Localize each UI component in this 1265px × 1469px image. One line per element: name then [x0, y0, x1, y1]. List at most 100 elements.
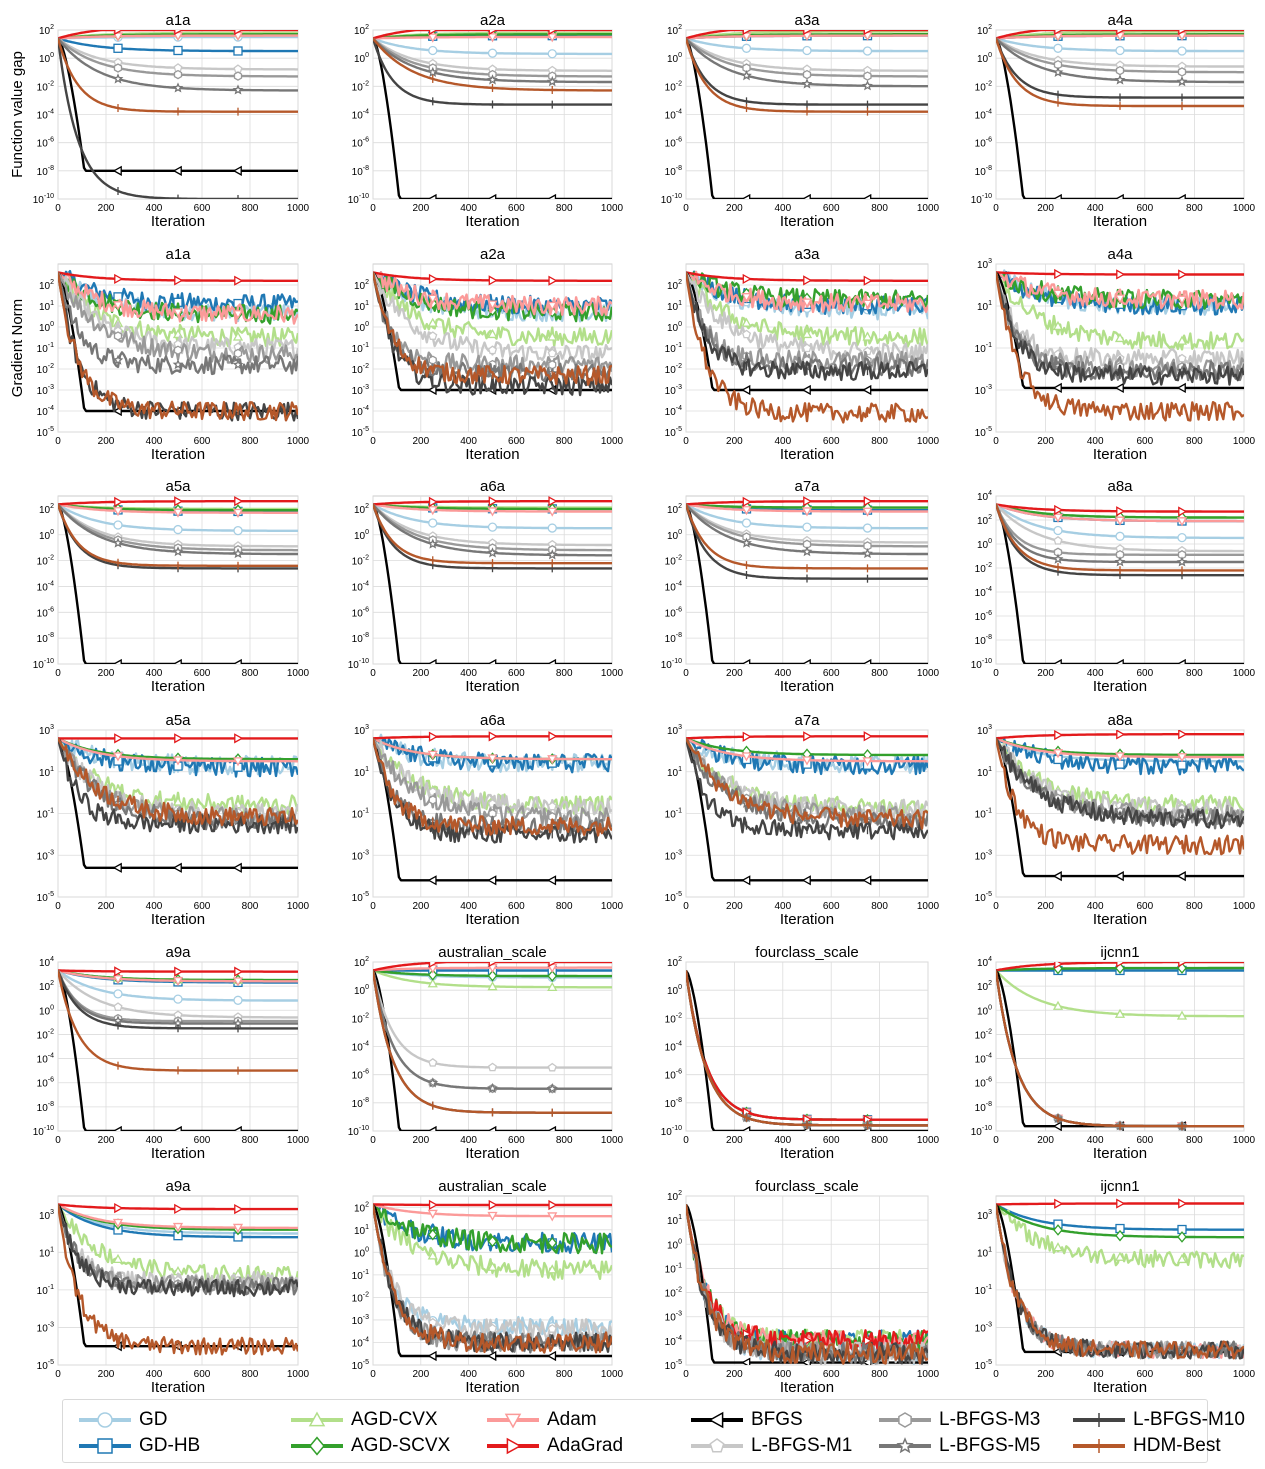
- series-marker: [233, 71, 243, 81]
- y-tick-label: 104: [39, 956, 54, 969]
- x-tick-label: 0: [370, 901, 376, 912]
- x-tick-label: 600: [194, 1135, 211, 1146]
- x-tick-label: 0: [55, 1369, 61, 1380]
- series-marker: [1052, 749, 1064, 759]
- series-marker: [174, 496, 184, 507]
- series-marker: [1054, 504, 1064, 516]
- x-tick-label: 1000: [1233, 203, 1256, 214]
- series-group: [373, 30, 612, 199]
- y-tick-label: 100: [354, 529, 369, 542]
- y-tick-label: 103: [667, 724, 682, 737]
- series-marker: [172, 308, 184, 318]
- series-marker: [174, 30, 184, 36]
- series-marker: [1178, 30, 1188, 36]
- x-tick-label: 600: [194, 203, 211, 214]
- y-tick-label: 10-8: [37, 632, 54, 645]
- x-axis-label: Iteration: [151, 446, 205, 463]
- series-marker: [742, 496, 752, 507]
- legend-marker-icon: [309, 1436, 325, 1456]
- legend: GD AGD-CVX Adam BFGS L-BFGS-M3 L-BFGS-M10 GD-H…: [62, 1399, 1245, 1463]
- series-marker: [487, 522, 498, 532]
- x-axis-label: Iteration: [1093, 911, 1147, 928]
- x-tick-label: 800: [1186, 1135, 1203, 1146]
- x-tick-label: 1000: [601, 1135, 624, 1146]
- series-group: [373, 1199, 612, 1362]
- legend-marker-icon: [506, 1437, 522, 1455]
- series-marker: [1116, 962, 1126, 968]
- subplot-title: a5a: [165, 478, 191, 495]
- series-marker: [741, 384, 751, 396]
- x-tick-label: 1000: [601, 901, 624, 912]
- x-tick-label: 0: [683, 203, 689, 214]
- y-tick-label: 10-4: [665, 580, 682, 593]
- x-tick-label: 400: [1087, 203, 1104, 214]
- x-tick-label: 600: [508, 668, 525, 679]
- series-marker: [172, 756, 184, 766]
- y-tick-label: 10-4: [352, 109, 369, 122]
- series-marker: [233, 46, 243, 56]
- y-tick-label: 10-6: [975, 137, 992, 150]
- series-marker: [547, 507, 558, 517]
- x-tick-label: 800: [1186, 436, 1203, 447]
- plot-area: [372, 495, 613, 665]
- series-marker: [547, 981, 558, 992]
- series-marker: [232, 331, 244, 341]
- x-tick-label: 600: [823, 436, 840, 447]
- series-marker: [1054, 962, 1064, 969]
- series-marker: [1052, 320, 1064, 331]
- x-tick-label: 200: [1037, 1369, 1054, 1380]
- x-tick-label: 1000: [601, 668, 624, 679]
- series-marker: [234, 496, 244, 507]
- x-axis-label: Iteration: [1093, 678, 1147, 695]
- x-tick-label: 600: [823, 668, 840, 679]
- y-tick-label: 10-6: [352, 1069, 369, 1082]
- series-marker: [487, 328, 498, 339]
- y-tick-label: 10-4: [665, 405, 682, 418]
- y-tick-label: 10-10: [33, 1125, 54, 1138]
- series-marker: [1114, 658, 1124, 664]
- series-marker: [1052, 382, 1062, 394]
- series-marker: [1114, 556, 1126, 567]
- x-axis-label: Iteration: [1093, 446, 1147, 463]
- x-tick-label: 200: [726, 668, 743, 679]
- y-tick-label: 104: [977, 956, 992, 969]
- x-tick-label: 200: [412, 1135, 429, 1146]
- series-marker: [487, 1323, 498, 1333]
- y-tick-label: 10-2: [665, 555, 682, 568]
- series-marker: [487, 507, 498, 517]
- series-marker: [546, 193, 557, 199]
- legend-label: AGD-CVX: [351, 1409, 438, 1430]
- x-tick-label: 0: [370, 203, 376, 214]
- y-tick-label: 10-6: [975, 610, 992, 623]
- legend-marker-icon: [708, 1411, 724, 1429]
- y-tick-label: 10-4: [37, 109, 54, 122]
- y-tick-label: 10-1: [975, 342, 992, 355]
- subplot-18: 0 200 400 600 800 1000 10-10 10-8 10-6 10-4 10-2 10…: [348, 944, 624, 1162]
- series-marker: [174, 1203, 184, 1215]
- x-tick-label: 1000: [1233, 1369, 1256, 1380]
- subplot-title: a2a: [480, 12, 506, 29]
- x-tick-label: 0: [683, 901, 689, 912]
- x-tick-label: 800: [242, 668, 259, 679]
- series-marker: [232, 658, 242, 664]
- subplot-title: ijcnn1: [1100, 944, 1139, 961]
- series-marker: [112, 354, 124, 365]
- series-marker: [172, 165, 182, 176]
- series-marker: [232, 547, 244, 559]
- series-marker: [173, 69, 183, 80]
- series-marker: [487, 754, 498, 764]
- subplot-24: 0 200 400 600 800 1000 10-5 10-3 10-1 101 103 ijcnn…: [975, 1178, 1256, 1396]
- series-marker: [862, 384, 872, 396]
- series-marker: [863, 30, 873, 36]
- x-tick-label: 1000: [287, 1135, 310, 1146]
- x-tick-label: 400: [1087, 668, 1104, 679]
- series-marker: [546, 75, 558, 87]
- series-line: [58, 30, 298, 40]
- x-tick-label: 200: [98, 901, 115, 912]
- subplot-2: 0 200 400 600 800 1000 10-10 10-8 10-6 10-4 10-2 10…: [348, 12, 624, 230]
- series-group: [996, 503, 1244, 664]
- y-tick-label: 101: [39, 766, 54, 779]
- series-marker: [112, 32, 124, 42]
- series-marker: [428, 518, 438, 528]
- series-marker: [547, 755, 558, 765]
